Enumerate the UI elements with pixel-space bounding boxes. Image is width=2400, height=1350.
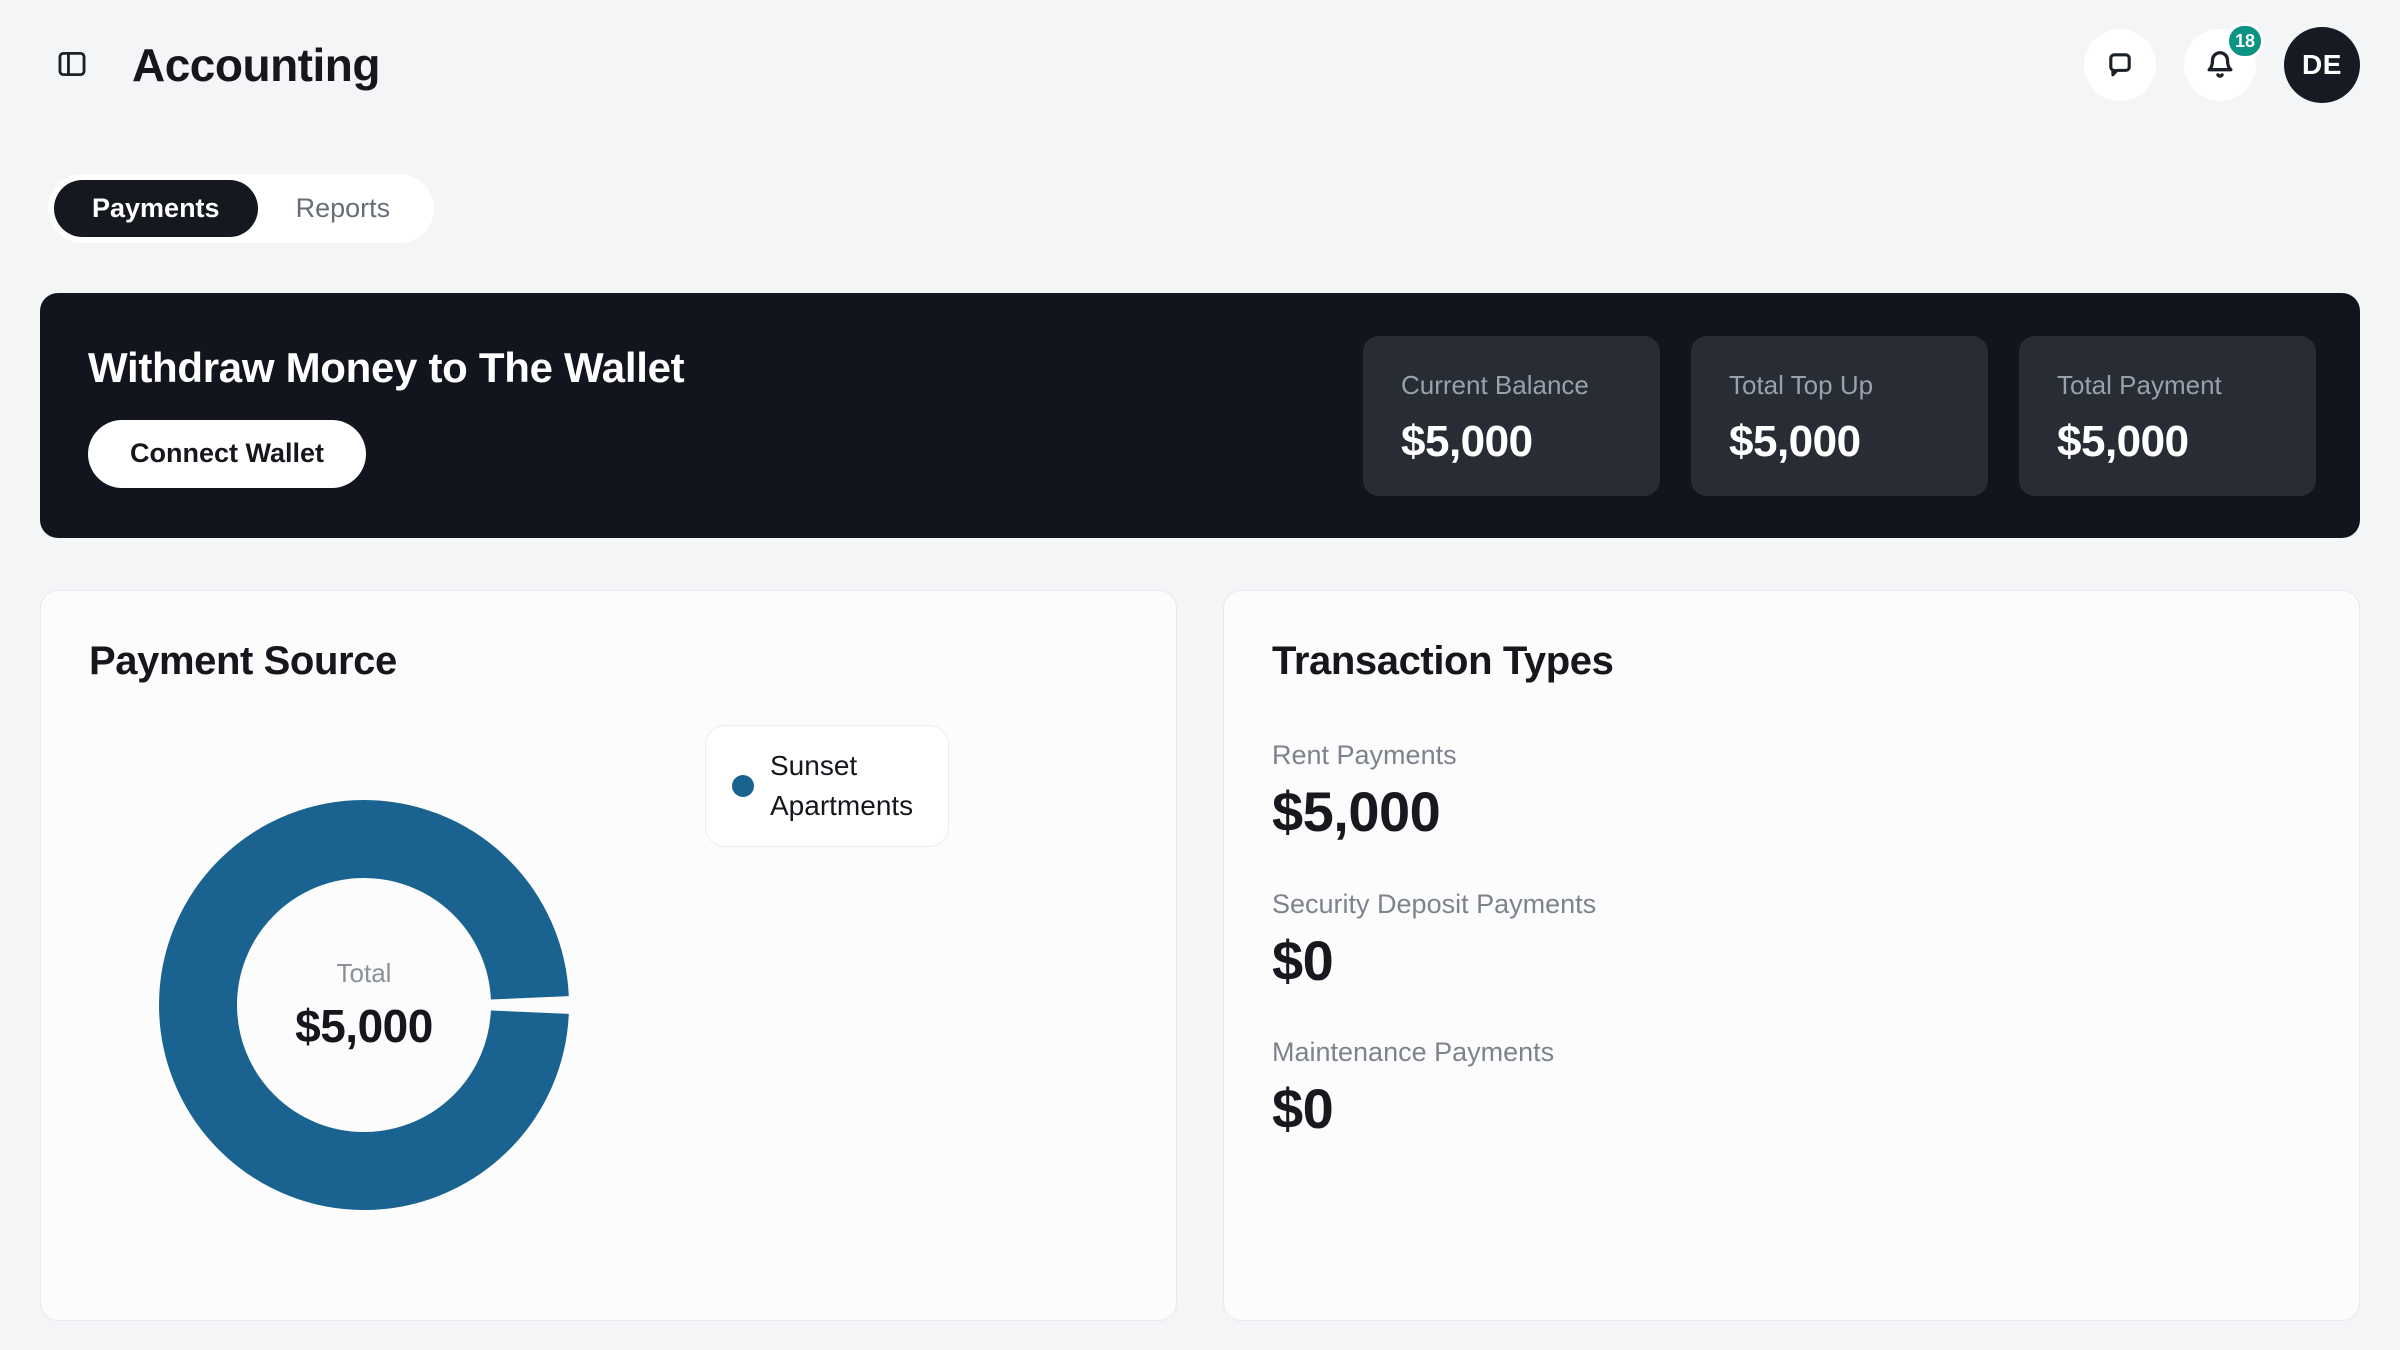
- transaction-type-rent: Rent Payments $5,000: [1272, 740, 2311, 843]
- tab-bar: Payments Reports: [48, 174, 435, 243]
- payment-source-donut-chart: Total $5,000: [156, 797, 572, 1213]
- transaction-types-title: Transaction Types: [1272, 639, 1614, 683]
- withdraw-banner-title: Withdraw Money to The Wallet: [88, 343, 685, 391]
- stat-label: Total Top Up: [1729, 369, 1874, 400]
- connect-wallet-button[interactable]: Connect Wallet: [88, 419, 367, 488]
- stat-label: Current Balance: [1401, 369, 1589, 400]
- notification-count-badge: 18: [2225, 23, 2264, 59]
- donut-svg: [159, 800, 569, 1210]
- stat-card-current-balance: Current Balance $5,000: [1363, 335, 1660, 496]
- transaction-type-label: Maintenance Payments: [1272, 1037, 1555, 1068]
- stat-value: $5,000: [1729, 416, 1861, 466]
- transaction-type-label: Security Deposit Payments: [1272, 888, 1597, 919]
- dashboard-cards: Payment Source Total $5,000 Sunset Apart…: [40, 590, 2360, 1321]
- legend-item-sunset-apartments: Sunset Apartments: [770, 750, 914, 821]
- chart-legend: Sunset Apartments: [705, 725, 949, 847]
- payment-source-card: Payment Source Total $5,000 Sunset Apart…: [40, 590, 1177, 1321]
- messages-button[interactable]: [2084, 29, 2156, 101]
- stat-card-total-payment: Total Payment $5,000: [2019, 335, 2316, 496]
- sidebar-panel-icon: [55, 47, 89, 84]
- chat-bubble-icon: [2103, 47, 2137, 84]
- transaction-types-card: Transaction Types Rent Payments $5,000 S…: [1223, 590, 2360, 1321]
- tab-payments[interactable]: Payments: [54, 180, 258, 237]
- wallet-stats: Current Balance $5,000 Total Top Up $5,0…: [1363, 335, 2316, 496]
- transaction-type-security-deposit: Security Deposit Payments $0: [1272, 889, 2311, 992]
- stat-card-total-top-up: Total Top Up $5,000: [1691, 335, 1988, 496]
- notifications-button[interactable]: 18: [2184, 23, 2264, 101]
- transaction-type-maintenance: Maintenance Payments $0: [1272, 1037, 2311, 1140]
- withdraw-banner: Withdraw Money to The Wallet Connect Wal…: [40, 293, 2360, 538]
- donut-slice-sunset-apartments[interactable]: [159, 800, 569, 1210]
- stat-value: $5,000: [1401, 416, 1533, 466]
- transaction-type-value: $0: [1272, 1077, 1334, 1141]
- tab-reports[interactable]: Reports: [258, 180, 429, 237]
- user-avatar[interactable]: DE: [2284, 27, 2360, 103]
- stat-value: $5,000: [2057, 416, 2189, 466]
- payment-source-title: Payment Source: [89, 639, 397, 683]
- transaction-type-value: $0: [1272, 928, 1334, 992]
- transaction-type-label: Rent Payments: [1272, 740, 1457, 770]
- top-bar-left: Accounting: [50, 38, 380, 92]
- legend-dot-icon: [732, 775, 754, 797]
- bell-icon: [2202, 46, 2238, 85]
- top-bar: Accounting 18 DE: [0, 0, 2400, 104]
- stat-label: Total Payment: [2057, 369, 2222, 400]
- page-title: Accounting: [132, 39, 380, 91]
- transaction-type-value: $5,000: [1272, 780, 1441, 843]
- sidebar-toggle-button[interactable]: [50, 43, 94, 87]
- top-bar-actions: 18 DE: [2084, 23, 2360, 103]
- withdraw-banner-content: Withdraw Money to The Wallet Connect Wal…: [88, 343, 685, 488]
